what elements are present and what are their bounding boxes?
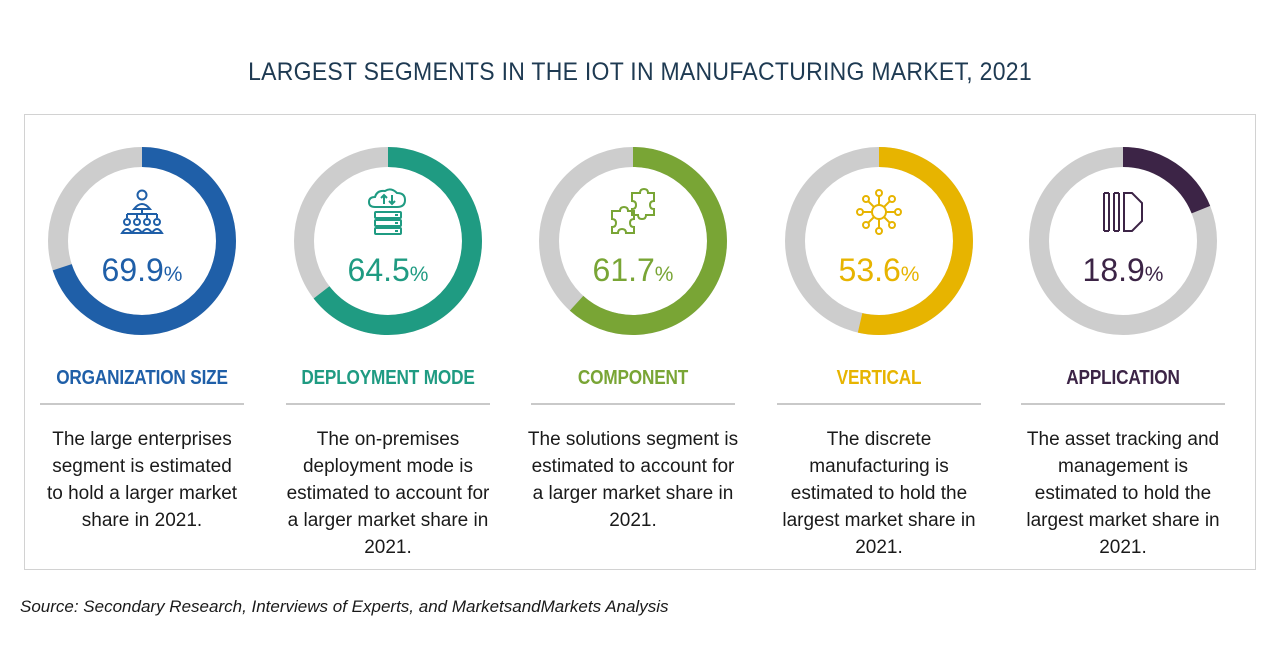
percentage-unit: % [409, 263, 429, 286]
stacked-panels-icon [1098, 187, 1148, 237]
donut-svg [1029, 147, 1217, 335]
percentage-value: 64.5% [292, 253, 484, 292]
percentage-number: 53.6 [838, 252, 901, 288]
donut-svg [539, 147, 727, 335]
percentage-number: 69.9 [101, 252, 164, 288]
segment-column-deployment-mode: 64.5% DEPLOYMENT MODE The on-premises de… [274, 115, 502, 571]
divider [531, 403, 735, 405]
segment-description: The solutions segment is estimated to ac… [527, 429, 739, 531]
donut-chart: 18.9% [1027, 145, 1219, 337]
donut-arc [539, 147, 727, 335]
network-hub-icon [854, 187, 904, 237]
donut-arc [48, 147, 236, 335]
segment-description: The on-premises deployment mode is estim… [286, 429, 490, 558]
segment-label: ORGANIZATION SIZE [56, 367, 228, 389]
percentage-number: 61.7 [592, 252, 655, 288]
donut-svg [294, 147, 482, 335]
segment-column-vertical: 53.6% VERTICAL The discrete manufacturin… [765, 115, 993, 571]
percentage-value: 61.7% [537, 253, 729, 292]
divider [1021, 403, 1225, 405]
source-note: Source: Secondary Research, Interviews o… [20, 597, 669, 616]
percentage-value: 18.9% [1027, 253, 1219, 292]
segment-label: APPLICATION [1066, 367, 1180, 389]
donut-chart: 69.9% [46, 145, 238, 337]
divider [40, 403, 244, 405]
segment-description: The discrete manufacturing is estimated … [782, 429, 976, 558]
segment-description: The large enterprises segment is estimat… [46, 429, 238, 531]
segments-panel: 69.9% ORGANIZATION SIZE The large enterp… [24, 114, 1256, 570]
segment-column-component: 61.7% COMPONENT The solutions segment is… [519, 115, 747, 571]
percentage-unit: % [163, 263, 183, 286]
segment-label: VERTICAL [836, 367, 922, 389]
donut-arc [1029, 147, 1217, 335]
chart-title: LARGEST SEGMENTS IN THE IOT IN MANUFACTU… [248, 58, 1032, 86]
puzzle-pieces-icon [608, 187, 658, 237]
percentage-number: 64.5 [347, 252, 410, 288]
donut-chart: 64.5% [292, 145, 484, 337]
percentage-value: 53.6% [783, 253, 975, 292]
donut-arc [785, 147, 973, 335]
donut-svg [48, 147, 236, 335]
percentage-value: 69.9% [46, 253, 238, 292]
donut-svg [785, 147, 973, 335]
segment-column-application: 18.9% APPLICATION The asset tracking and… [1009, 115, 1237, 571]
donut-arc [294, 147, 482, 335]
segment-column-organization-size: 69.9% ORGANIZATION SIZE The large enterp… [28, 115, 256, 571]
segment-label: DEPLOYMENT MODE [301, 367, 475, 389]
percentage-unit: % [900, 263, 920, 286]
divider [286, 403, 490, 405]
percentage-unit: % [654, 263, 674, 286]
cloud-server-icon [363, 187, 413, 237]
percentage-number: 18.9 [1082, 252, 1145, 288]
donut-chart: 61.7% [537, 145, 729, 337]
organization-hierarchy-icon [117, 187, 167, 237]
percentage-unit: % [1144, 263, 1164, 286]
segment-label: COMPONENT [577, 367, 689, 389]
donut-chart: 53.6% [783, 145, 975, 337]
segment-description: The asset tracking and management is est… [1026, 429, 1220, 558]
divider [777, 403, 981, 405]
